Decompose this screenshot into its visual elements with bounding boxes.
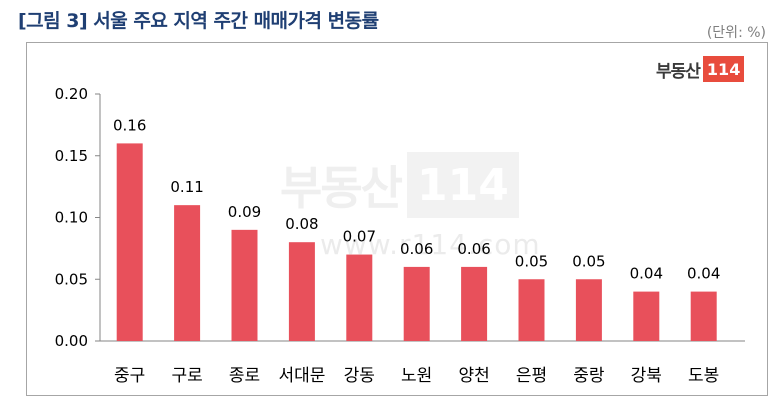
- bar: [116, 143, 143, 341]
- bar: [690, 291, 717, 341]
- brand-logo: 부동산 114: [656, 56, 745, 82]
- bar: [403, 266, 430, 341]
- chart-title: [그림 3] 서울 주요 지역 주간 매매가격 변동률: [18, 10, 379, 32]
- data-label: 0.06: [400, 240, 433, 258]
- data-label: 0.07: [343, 228, 376, 246]
- data-label: 0.09: [228, 203, 261, 221]
- bar: [575, 279, 602, 341]
- logo-number: 114: [702, 56, 745, 82]
- y-tick-label: 0.10: [55, 209, 88, 227]
- category-label: 노원: [401, 366, 432, 386]
- unit-label: (단위: %): [706, 25, 766, 41]
- category-label: 은평: [516, 366, 547, 386]
- data-label: 0.11: [170, 178, 203, 196]
- y-tick-label: 0.20: [55, 85, 88, 103]
- y-tick-label: 0.00: [55, 332, 88, 350]
- category-label: 중랑: [573, 366, 605, 386]
- category-label: 강북: [631, 366, 662, 386]
- y-tick-label: 0.15: [55, 147, 88, 165]
- data-label: 0.06: [457, 240, 490, 258]
- category-label: 구로: [171, 366, 202, 386]
- bar: [288, 242, 315, 341]
- bar: [633, 291, 660, 341]
- category-label: 중구: [114, 366, 145, 386]
- bar: [174, 205, 201, 341]
- logo-text: 부동산: [656, 61, 701, 82]
- bar: [346, 254, 373, 341]
- category-label: 도봉: [688, 366, 719, 386]
- data-label: 0.08: [285, 215, 318, 233]
- category-label: 강동: [344, 366, 375, 386]
- bar: [518, 279, 545, 341]
- data-label: 0.04: [687, 265, 720, 283]
- watermark-number: 114: [406, 152, 519, 218]
- bar: [461, 266, 488, 341]
- data-label: 0.05: [515, 252, 548, 270]
- category-label: 양천: [458, 366, 489, 386]
- y-tick-label: 0.05: [55, 270, 88, 288]
- watermark-text: 부동산: [280, 161, 403, 215]
- category-label: 종로: [229, 366, 260, 386]
- category-label: 서대문: [278, 366, 325, 386]
- watermark-logo: 부동산 114: [280, 152, 519, 218]
- data-label: 0.16: [113, 116, 146, 134]
- data-label: 0.04: [630, 265, 663, 283]
- data-label: 0.05: [572, 252, 605, 270]
- bar: [231, 229, 258, 341]
